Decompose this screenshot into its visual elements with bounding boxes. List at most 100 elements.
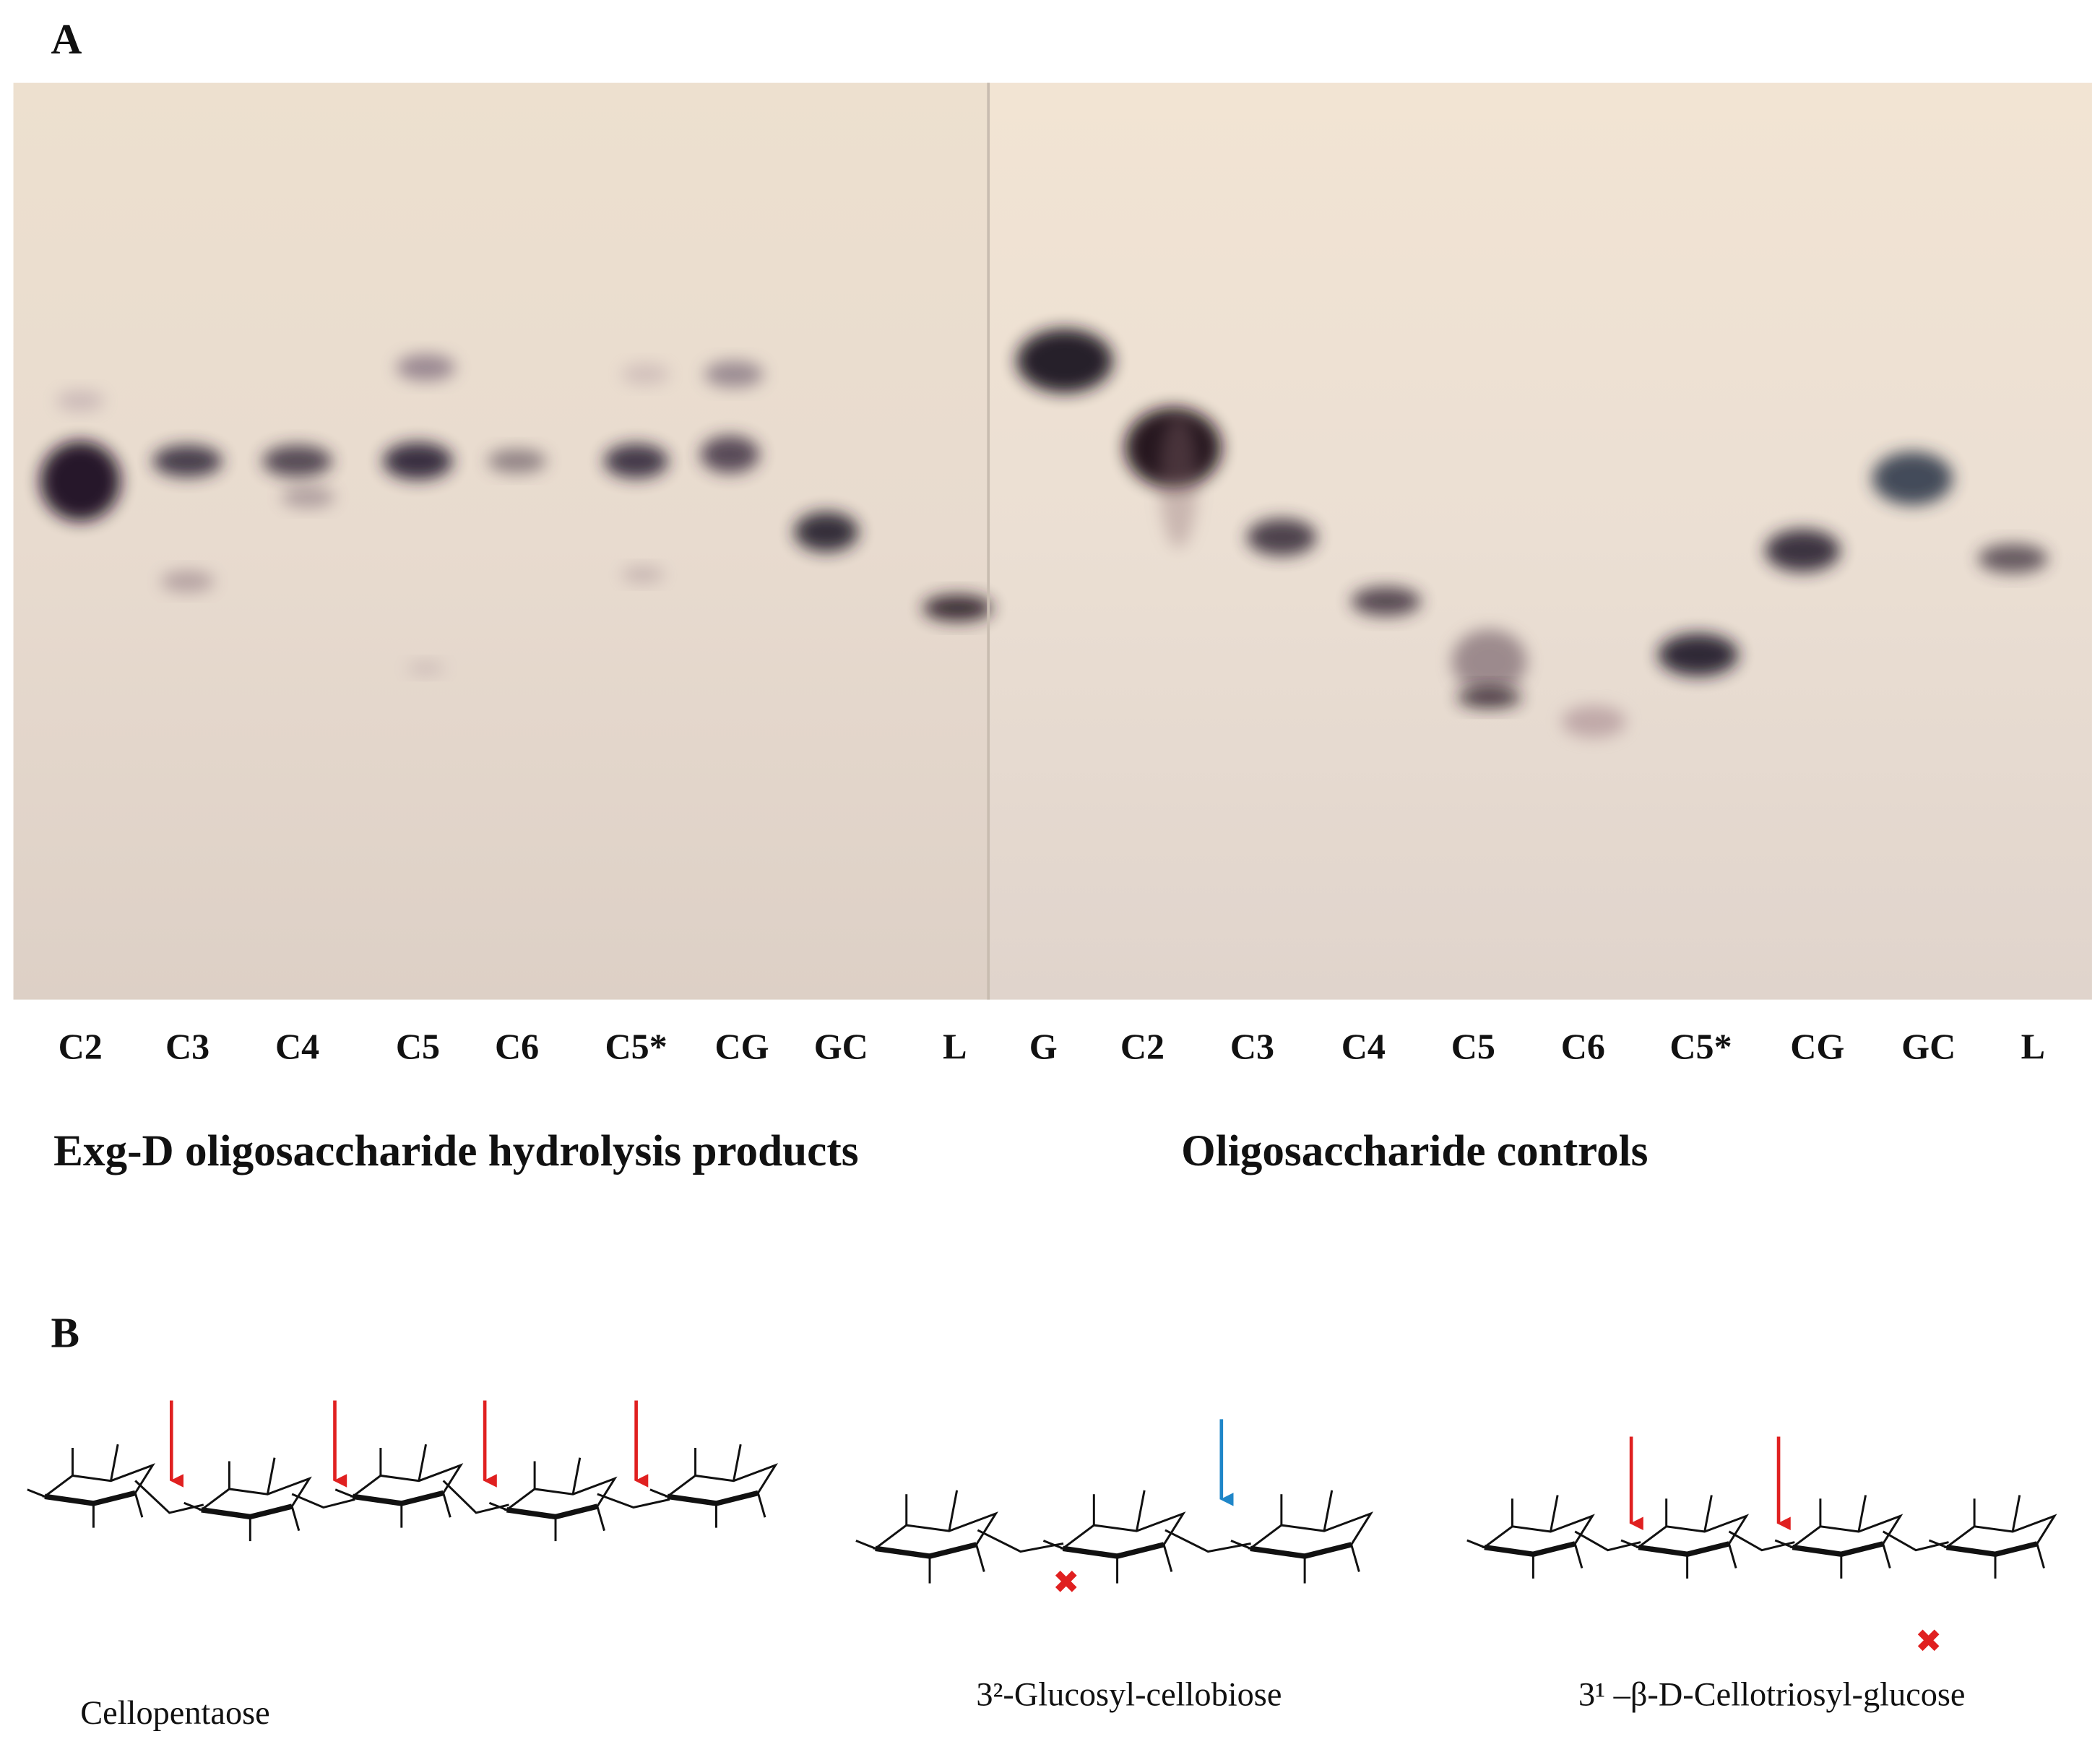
spot	[407, 661, 445, 676]
bond	[1116, 1542, 1164, 1559]
lane-label: C5	[1451, 1026, 1495, 1066]
bond	[756, 1493, 766, 1518]
lane-label: C5*	[1669, 1026, 1732, 1066]
bond	[1350, 1544, 1360, 1572]
spot	[396, 354, 456, 381]
bond	[290, 1506, 301, 1532]
spot	[1016, 329, 1113, 393]
panel-label: A	[51, 15, 82, 63]
lane-label: C5	[396, 1026, 440, 1066]
compound-name: 3²-Glucosyl-cellobiose	[976, 1676, 1282, 1713]
bond	[1230, 1540, 1251, 1550]
spot	[152, 444, 222, 478]
lane-label: C2	[59, 1026, 103, 1066]
lane-label: L	[943, 1026, 967, 1066]
bond	[948, 1490, 959, 1532]
spot	[922, 595, 993, 622]
bond	[110, 1444, 119, 1481]
glycosidic-bond	[134, 1480, 204, 1514]
bond	[715, 1490, 759, 1506]
bond	[249, 1503, 293, 1520]
lane-label: CG	[1790, 1026, 1844, 1066]
bond	[555, 1503, 598, 1520]
spot	[383, 442, 453, 480]
glycosidic-bond	[442, 1480, 509, 1514]
lane-label: C6	[495, 1026, 539, 1066]
bond	[1728, 1543, 1737, 1568]
bond	[1250, 1545, 1305, 1559]
bond	[1550, 1495, 1559, 1532]
spot	[262, 444, 332, 478]
bond	[667, 1493, 717, 1506]
bond	[975, 1544, 985, 1572]
spot	[1159, 414, 1198, 548]
spot	[1351, 587, 1422, 616]
bond	[506, 1507, 556, 1520]
spot	[794, 512, 859, 552]
spot	[160, 570, 215, 592]
bond	[1686, 1541, 1730, 1557]
spot	[1561, 705, 1626, 738]
lane-label: C2	[1120, 1026, 1164, 1066]
spot	[40, 441, 121, 522]
tlc-plate	[988, 82, 2092, 1000]
bond	[442, 1493, 451, 1518]
lane-label: L	[2021, 1026, 2045, 1066]
bond	[1304, 1542, 1352, 1559]
spot	[1451, 629, 1527, 694]
compound-name: Cellopentaose	[80, 1695, 269, 1732]
glycosidic-bond	[1882, 1530, 1949, 1552]
bond	[27, 1488, 46, 1498]
bond	[44, 1493, 94, 1506]
spot	[487, 449, 547, 473]
bond	[1995, 1541, 2038, 1557]
bond	[1857, 1495, 1867, 1532]
spot	[1765, 529, 1841, 572]
spot	[621, 363, 670, 385]
spot	[604, 444, 669, 479]
bond	[201, 1507, 251, 1520]
spot	[1247, 518, 1317, 556]
bond	[1135, 1490, 1146, 1532]
compound-name: 3¹ –β-D-Cellotriosyl-glucose	[1578, 1676, 1965, 1713]
glycosidic-bond	[977, 1529, 1064, 1553]
spot	[1978, 543, 2048, 574]
bond	[183, 1501, 202, 1511]
panel-label: B	[51, 1309, 79, 1357]
bond	[1774, 1539, 1793, 1548]
bond	[92, 1490, 137, 1506]
no-cleavage: ✖	[1053, 1564, 1079, 1601]
bond	[418, 1444, 428, 1481]
bond	[1573, 1543, 1583, 1568]
bond	[855, 1540, 876, 1550]
bond	[134, 1493, 144, 1518]
no-cleavage: ✖	[1915, 1623, 1942, 1660]
spot	[281, 486, 335, 508]
spot	[1658, 633, 1739, 676]
bond	[1946, 1544, 1996, 1557]
lane-label: CG	[715, 1026, 769, 1066]
caption: Oligosaccharide controls	[1181, 1127, 1648, 1175]
bond	[2011, 1495, 2021, 1532]
bond	[929, 1542, 977, 1559]
lane-label: C3	[1230, 1026, 1274, 1066]
glycosidic-bond	[291, 1493, 355, 1509]
bond	[266, 1457, 276, 1495]
bond	[571, 1457, 582, 1495]
bond	[733, 1444, 742, 1481]
structures: ✖✖	[27, 1400, 2057, 1660]
glycosidic-bond	[1728, 1530, 1795, 1552]
lane-label: C6	[1561, 1026, 1605, 1066]
bond	[400, 1490, 444, 1506]
bond	[1162, 1544, 1173, 1572]
bond	[1840, 1541, 1884, 1557]
spot	[1457, 686, 1522, 709]
bond	[875, 1545, 930, 1559]
spot	[700, 436, 760, 473]
bond	[1532, 1541, 1576, 1557]
bond	[1882, 1543, 1891, 1568]
bond	[596, 1506, 605, 1532]
lane-label: G	[1029, 1026, 1058, 1066]
spots	[40, 82, 2048, 1000]
